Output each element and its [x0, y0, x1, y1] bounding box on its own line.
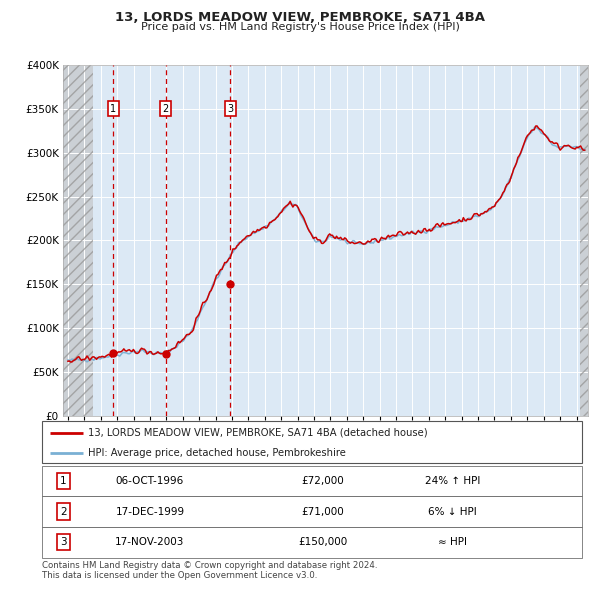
Text: 13, LORDS MEADOW VIEW, PEMBROKE, SA71 4BA (detached house): 13, LORDS MEADOW VIEW, PEMBROKE, SA71 4B…: [88, 428, 428, 438]
FancyBboxPatch shape: [42, 421, 582, 463]
Text: 3: 3: [227, 104, 233, 114]
FancyBboxPatch shape: [42, 496, 582, 527]
Bar: [580, 65, 588, 416]
Text: 1: 1: [110, 104, 116, 114]
Bar: [580, 65, 588, 416]
Text: £150,000: £150,000: [298, 537, 347, 547]
Text: 06-OCT-1996: 06-OCT-1996: [116, 476, 184, 486]
Text: £72,000: £72,000: [301, 476, 344, 486]
Text: 13, LORDS MEADOW VIEW, PEMBROKE, SA71 4BA: 13, LORDS MEADOW VIEW, PEMBROKE, SA71 4B…: [115, 11, 485, 24]
Text: 2: 2: [163, 104, 169, 114]
Text: 3: 3: [60, 537, 67, 547]
Text: £71,000: £71,000: [301, 507, 344, 516]
FancyBboxPatch shape: [42, 466, 582, 496]
Text: 17-DEC-1999: 17-DEC-1999: [115, 507, 185, 516]
Bar: [63, 65, 92, 416]
Bar: [63, 65, 92, 416]
Text: 2: 2: [60, 507, 67, 516]
FancyBboxPatch shape: [42, 527, 582, 558]
Text: Contains HM Land Registry data © Crown copyright and database right 2024.
This d: Contains HM Land Registry data © Crown c…: [42, 560, 377, 580]
Text: HPI: Average price, detached house, Pembrokeshire: HPI: Average price, detached house, Pemb…: [88, 448, 346, 457]
Text: 24% ↑ HPI: 24% ↑ HPI: [425, 476, 480, 486]
Text: 17-NOV-2003: 17-NOV-2003: [115, 537, 185, 547]
Text: 1: 1: [60, 476, 67, 486]
Text: 6% ↓ HPI: 6% ↓ HPI: [428, 507, 477, 516]
Text: Price paid vs. HM Land Registry's House Price Index (HPI): Price paid vs. HM Land Registry's House …: [140, 22, 460, 32]
Text: ≈ HPI: ≈ HPI: [438, 537, 467, 547]
